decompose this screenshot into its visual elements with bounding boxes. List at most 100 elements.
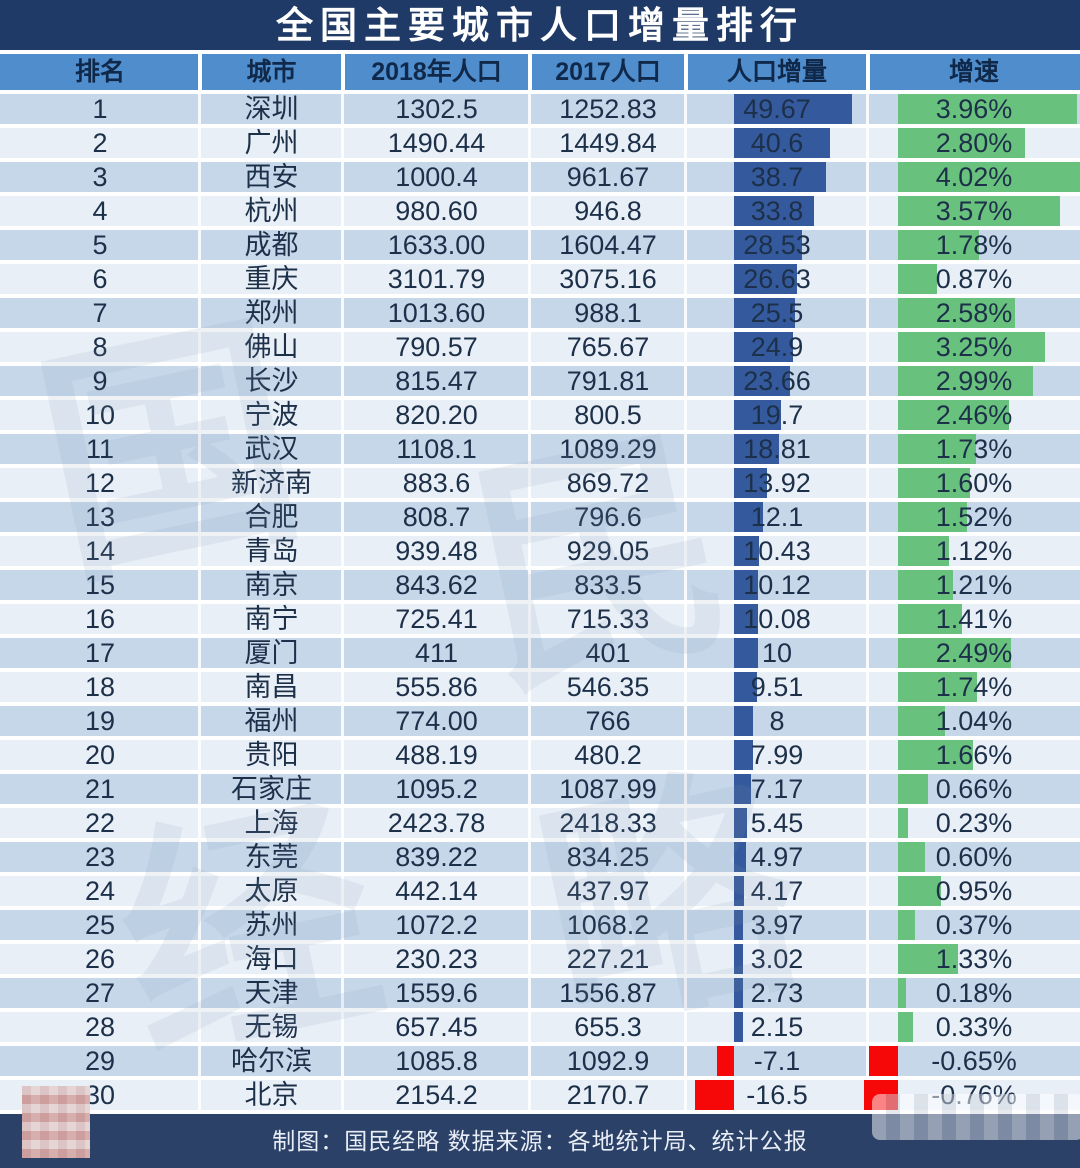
delta-value: 23.66	[743, 366, 811, 396]
table-row: 12 新济南 883.6 869.72 13.92 1.60%	[0, 468, 1080, 498]
growth-value: 1.74%	[935, 672, 1013, 702]
pop2018-cell: 1633.00	[387, 230, 486, 260]
pop2017-cell: 834.25	[566, 842, 650, 872]
growth-value: 1.12%	[935, 536, 1013, 566]
city-cell: 长沙	[244, 366, 299, 396]
column-divider	[866, 94, 869, 124]
rank-cell: 24	[84, 876, 116, 906]
column-divider	[684, 230, 687, 260]
header-column-divider	[684, 54, 688, 90]
column-divider	[198, 876, 201, 906]
pop2017-cell: 988.1	[574, 298, 642, 328]
column-divider	[198, 978, 201, 1008]
column-divider	[198, 196, 201, 226]
table-row: 25 苏州 1072.2 1068.2 3.97 0.37%	[0, 910, 1080, 940]
growth-bar	[898, 400, 1009, 430]
growth-value: 3.96%	[935, 94, 1013, 124]
delta-value: 10.08	[743, 604, 811, 634]
growth-value: 1.21%	[935, 570, 1013, 600]
pop2018-cell: 1302.5	[395, 94, 478, 124]
column-divider	[528, 672, 531, 702]
pop2018-cell: 2154.2	[395, 1080, 478, 1110]
pop2017-cell: 833.5	[574, 570, 642, 600]
pop2017-cell: 3075.16	[559, 264, 657, 294]
column-header: 排名	[74, 58, 125, 86]
column-divider	[198, 570, 201, 600]
column-header: 城市	[246, 58, 297, 86]
column-divider	[684, 978, 687, 1008]
column-divider	[684, 468, 687, 498]
column-divider	[684, 264, 687, 294]
growth-bar	[898, 808, 908, 838]
delta-value: 13.92	[743, 468, 811, 498]
column-divider	[866, 128, 869, 158]
column-divider	[528, 196, 531, 226]
rank-cell: 11	[85, 434, 115, 464]
column-divider	[684, 808, 687, 838]
column-divider	[198, 468, 201, 498]
column-divider	[528, 264, 531, 294]
pop2017-cell: 437.97	[566, 876, 650, 906]
table-row: 2 广州 1490.44 1449.84 40.6 2.80%	[0, 128, 1080, 158]
pop2018-cell: 488.19	[395, 740, 478, 770]
growth-value: 0.60%	[935, 842, 1013, 872]
growth-bar	[898, 434, 976, 464]
pop2017-cell: 715.33	[566, 604, 650, 634]
delta-bar	[695, 1080, 734, 1110]
growth-bar	[898, 332, 1045, 362]
delta-bar	[734, 876, 744, 906]
delta-value: 19.7	[750, 400, 804, 430]
pop2018-cell: 843.62	[395, 570, 478, 600]
delta-bar	[734, 978, 743, 1008]
rank-cell: 15	[84, 570, 116, 600]
growth-value: 0.66%	[935, 774, 1013, 804]
pop2017-cell: 961.67	[566, 162, 650, 192]
delta-value: 38.7	[750, 162, 804, 192]
pop2017-cell: 401	[585, 638, 631, 668]
delta-value: 7.99	[750, 740, 804, 770]
column-divider	[198, 536, 201, 566]
city-cell: 宁波	[244, 400, 299, 430]
column-divider	[684, 502, 687, 532]
rank-cell: 3	[92, 162, 108, 192]
pop2017-cell: 765.67	[566, 332, 650, 362]
growth-bar	[898, 672, 977, 702]
column-divider	[341, 502, 344, 532]
column-divider	[341, 230, 344, 260]
column-divider	[198, 740, 201, 770]
column-divider	[341, 842, 344, 872]
growth-value: 1.66%	[935, 740, 1013, 770]
column-divider	[198, 672, 201, 702]
growth-value: 3.57%	[935, 196, 1013, 226]
city-cell: 无锡	[244, 1012, 299, 1042]
column-divider	[866, 162, 869, 192]
column-divider	[684, 774, 687, 804]
column-divider	[684, 910, 687, 940]
growth-bar	[898, 842, 925, 872]
growth-value: 1.41%	[935, 604, 1013, 634]
column-divider	[341, 944, 344, 974]
growth-bar	[898, 162, 1080, 192]
delta-bar	[717, 1046, 734, 1076]
table-row: 11 武汉 1108.1 1089.29 18.81 1.73%	[0, 434, 1080, 464]
delta-value: 4.17	[750, 876, 804, 906]
column-divider	[341, 808, 344, 838]
column-divider	[198, 774, 201, 804]
column-divider	[528, 1080, 531, 1110]
growth-value: 1.33%	[935, 944, 1013, 974]
table-body: 1 深圳 1302.5 1252.83 49.67 3.96% 2 广州 1490.44 1449…	[0, 94, 1080, 1110]
delta-bar	[734, 162, 826, 192]
growth-value: 4.02%	[935, 162, 1013, 192]
growth-bar	[898, 570, 953, 600]
column-divider	[684, 162, 687, 192]
column-divider	[684, 604, 687, 634]
pop2018-cell: 411	[414, 638, 459, 668]
delta-bar	[734, 298, 795, 328]
rank-cell: 19	[84, 706, 116, 736]
delta-bar	[734, 638, 758, 668]
column-divider	[198, 434, 201, 464]
rank-cell: 25	[84, 910, 116, 940]
delta-value: 10.43	[743, 536, 811, 566]
growth-bar	[898, 298, 1015, 328]
pop2018-cell: 725.41	[395, 604, 478, 634]
